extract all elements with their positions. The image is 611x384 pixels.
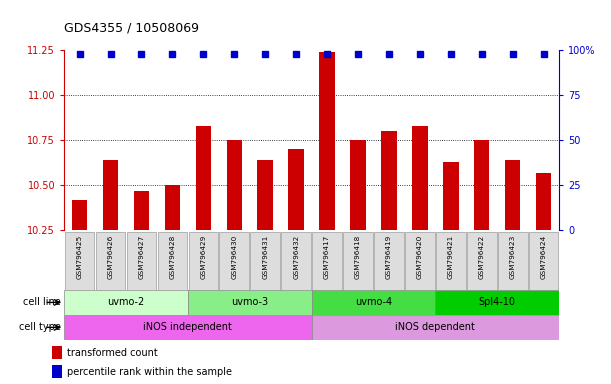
Bar [405, 232, 434, 290]
Bar [96, 232, 125, 290]
Bar [72, 200, 87, 230]
Bar [165, 185, 180, 230]
Bar [443, 162, 458, 230]
Text: GSM796423: GSM796423 [510, 235, 516, 280]
Bar [227, 140, 242, 230]
Bar [281, 232, 311, 290]
Text: GSM796425: GSM796425 [76, 235, 82, 280]
Bar [257, 160, 273, 230]
Text: GSM796427: GSM796427 [139, 235, 144, 280]
Bar [350, 140, 366, 230]
Text: Spl4-10: Spl4-10 [478, 297, 516, 308]
Bar [103, 160, 119, 230]
Text: GSM796431: GSM796431 [262, 235, 268, 280]
Bar [219, 232, 249, 290]
Bar [436, 290, 559, 315]
Text: GSM796422: GSM796422 [479, 235, 485, 280]
Bar [498, 232, 527, 290]
Text: GSM796418: GSM796418 [355, 235, 361, 280]
Bar [64, 315, 312, 340]
Bar [189, 232, 218, 290]
Text: GSM796428: GSM796428 [169, 235, 175, 280]
Bar [196, 126, 211, 230]
Bar [412, 126, 428, 230]
Bar [536, 173, 551, 230]
Text: cell line: cell line [23, 297, 61, 308]
Bar [320, 52, 335, 230]
Bar [343, 232, 373, 290]
Bar [126, 232, 156, 290]
Bar [374, 232, 404, 290]
Text: GSM796430: GSM796430 [232, 235, 237, 280]
Bar [251, 232, 280, 290]
Text: GSM796426: GSM796426 [108, 235, 114, 280]
Bar [381, 131, 397, 230]
Bar [312, 232, 342, 290]
Bar [288, 149, 304, 230]
Text: uvmo-2: uvmo-2 [108, 297, 145, 308]
Text: iNOS dependent: iNOS dependent [395, 322, 475, 333]
Bar [312, 315, 559, 340]
Bar [134, 191, 149, 230]
Bar [65, 232, 95, 290]
Text: GSM796421: GSM796421 [448, 235, 454, 280]
Text: percentile rank within the sample: percentile rank within the sample [67, 367, 232, 377]
Text: GSM796424: GSM796424 [541, 235, 547, 280]
Bar [505, 160, 521, 230]
Bar [64, 290, 188, 315]
Text: cell type: cell type [19, 322, 61, 333]
Text: GSM796419: GSM796419 [386, 235, 392, 280]
Bar [474, 140, 489, 230]
Text: iNOS independent: iNOS independent [144, 322, 232, 333]
Bar [312, 290, 436, 315]
Bar [158, 232, 187, 290]
Text: GDS4355 / 10508069: GDS4355 / 10508069 [64, 22, 199, 35]
Text: GSM796420: GSM796420 [417, 235, 423, 280]
Bar [188, 290, 312, 315]
Text: transformed count: transformed count [67, 348, 158, 358]
Bar [52, 365, 62, 378]
Text: GSM796432: GSM796432 [293, 235, 299, 280]
Bar [529, 232, 558, 290]
Bar [52, 346, 62, 359]
Text: GSM796417: GSM796417 [324, 235, 330, 280]
Text: uvmo-3: uvmo-3 [231, 297, 268, 308]
Bar [436, 232, 466, 290]
Text: GSM796429: GSM796429 [200, 235, 207, 280]
Text: uvmo-4: uvmo-4 [355, 297, 392, 308]
Bar [467, 232, 497, 290]
